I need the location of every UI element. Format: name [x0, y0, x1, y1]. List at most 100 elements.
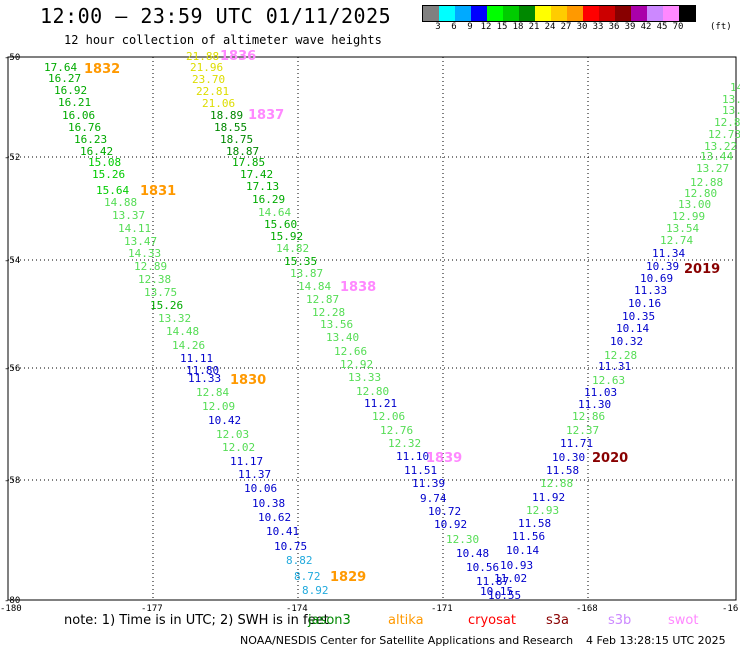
lat-label: -80 — [4, 596, 20, 606]
wave-height-reading: 10.42 — [208, 414, 241, 427]
wave-height-reading: 10.32 — [610, 335, 643, 348]
wave-height-reading: 14.48 — [166, 325, 199, 338]
wave-height-reading: 12.28 — [604, 349, 637, 362]
wave-height-reading: 15.60 — [264, 218, 297, 231]
wave-height-reading: 11.33 — [634, 284, 667, 297]
wave-height-reading: 14.26 — [172, 339, 205, 352]
wave-height-reading: 15.64 — [96, 184, 129, 197]
wave-height-reading: 11.31 — [598, 360, 631, 373]
scale-label: 6 — [451, 22, 457, 32]
wave-height-reading: 12.80 — [684, 187, 717, 200]
wave-height-reading: 12.88 — [540, 477, 573, 490]
wave-height-reading: 11.10 — [396, 450, 429, 463]
wave-height-reading: 11.21 — [364, 397, 397, 410]
scale-swatch — [567, 6, 583, 21]
wave-height-reading: 8.82 — [286, 554, 313, 567]
wave-height-reading: 10.14 — [616, 322, 649, 335]
scale-swatch — [439, 6, 455, 21]
wave-height-reading: 12.89 — [134, 260, 167, 273]
wave-height-reading: 16.76 — [68, 121, 101, 134]
wave-height-reading: 13.87 — [290, 267, 323, 280]
wave-height-reading: 11.02 — [494, 572, 527, 585]
wave-height-reading: 14.82 — [276, 242, 309, 255]
scale-label: 36 — [608, 22, 620, 32]
wave-height-reading: 11.11 — [180, 352, 213, 365]
page-title: 12:00 — 23:59 UTC 01/11/2025 — [40, 4, 392, 28]
wave-height-reading: 12.93 — [526, 504, 559, 517]
wave-height-reading: 10.72 — [428, 505, 461, 518]
wave-height-reading: 16.29 — [252, 193, 285, 206]
wave-height-reading: 12.38 — [138, 273, 171, 286]
scale-swatch — [583, 6, 599, 21]
wave-height-reading: 12.74 — [660, 234, 693, 247]
wave-height-reading: 11.56 — [512, 530, 545, 543]
wave-height-reading: 13.40 — [326, 331, 359, 344]
wave-height-reading: 12.84 — [196, 386, 229, 399]
scale-swatch — [599, 6, 615, 21]
lat-label: -50 — [4, 53, 20, 63]
footer-timestamp: 4 Feb 13:28:15 UTC 2025 — [586, 634, 726, 647]
scale-swatch — [551, 6, 567, 21]
wave-height-reading: 17.85 — [232, 156, 265, 169]
wave-height-reading: 15.08 — [88, 156, 121, 169]
wave-height-reading: 13.0 — [722, 104, 740, 117]
wave-height-reading: 12.30 — [446, 533, 479, 546]
page-subtitle: 12 hour collection of altimeter wave hei… — [64, 33, 382, 47]
wave-height-reading: 14.33 — [128, 247, 161, 260]
wave-height-reading: 10.56 — [466, 561, 499, 574]
wave-height-reading: 13.47 — [124, 235, 157, 248]
scale-label: 24 — [544, 22, 556, 32]
wave-height-reading: 9.74 — [420, 492, 447, 505]
footer-credit: NOAA/NESDIS Center for Satellite Applica… — [240, 634, 574, 647]
map-note: note: 1) Time is in UTC; 2) SWH is in fe… — [64, 613, 329, 628]
lon-label: -180 — [0, 604, 22, 614]
scale-swatch — [471, 6, 487, 21]
wave-height-reading: 15.26 — [150, 299, 183, 312]
wave-height-reading: 13.54 — [666, 222, 699, 235]
wave-height-reading: 11.80 — [186, 364, 219, 377]
wave-height-reading: 11.58 — [546, 464, 579, 477]
wave-height-reading: 12.66 — [334, 345, 367, 358]
wave-height-reading: 12.99 — [672, 210, 705, 223]
wave-height-reading: 10.93 — [500, 559, 533, 572]
wave-height-reading: 13.00 — [678, 198, 711, 211]
scale-label: 45 — [656, 22, 668, 32]
wave-height-reading: 12.03 — [216, 428, 249, 441]
scale-label: 30 — [576, 22, 588, 32]
wave-height-reading: 15.35 — [284, 255, 317, 268]
satellite-pass-labels: 1832 1836 1837 1831 1838 1830 1839 1829 2019 2020 — [84, 49, 720, 585]
wave-height-reading: 13.27 — [696, 162, 729, 175]
wave-height-reading: 17.42 — [240, 168, 273, 181]
lon-label: -174 — [286, 604, 308, 614]
wave-height-reading: 10.39 — [646, 260, 679, 273]
mission-legend-item: jason3 — [308, 613, 351, 628]
scale-swatch — [487, 6, 503, 21]
wave-height-reading: 14.11 — [118, 222, 151, 235]
wave-height-reading: 13.33 — [348, 371, 381, 384]
pass-number-label: 1836 — [220, 49, 256, 64]
wave-height-reading: 12.63 — [592, 374, 625, 387]
lon-label: -171 — [431, 604, 453, 614]
wave-height-reading: 23.70 — [192, 73, 225, 86]
wave-height-reading: 10.06 — [244, 482, 277, 495]
wave-height-reading: 12.88 — [690, 176, 723, 189]
wave-height-color-scale — [422, 5, 696, 22]
wave-height-reading: 10.15 — [480, 585, 513, 598]
wave-height-reading: 21.96 — [190, 61, 223, 74]
wave-height-reading: 10.16 — [628, 297, 661, 310]
wave-height-reading: 21.88 — [186, 50, 219, 63]
scale-label: 9 — [467, 22, 473, 32]
pass-number-label: 1837 — [248, 108, 284, 123]
pass-number-label: 1829 — [330, 570, 366, 585]
lat-label: -58 — [4, 476, 20, 486]
wave-height-reading: 12.76 — [380, 424, 413, 437]
wave-height-reading: 14.88 — [104, 196, 137, 209]
wave-height-reading: 12.86 — [572, 410, 605, 423]
wave-height-reading: 12.82 — [714, 116, 740, 129]
wave-height-reading: 13.44 — [700, 150, 733, 163]
map-graticule — [8, 57, 736, 600]
scale-swatch — [503, 6, 519, 21]
map-frame — [7, 56, 737, 601]
wave-height-reading: 15.92 — [270, 230, 303, 243]
wave-height-reading: 16.06 — [62, 109, 95, 122]
